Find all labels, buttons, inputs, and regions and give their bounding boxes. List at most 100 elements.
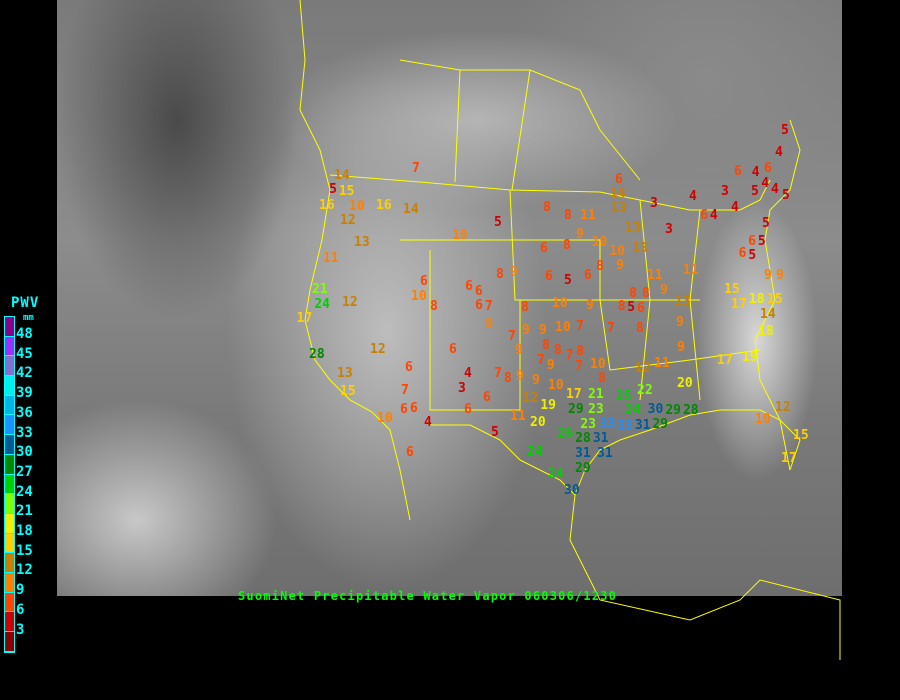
station-pwv-value: 6 bbox=[636, 301, 645, 317]
legend-label: 42 bbox=[16, 365, 33, 382]
station-pwv-value: 10 bbox=[755, 411, 771, 427]
station-pwv-value: 8 bbox=[564, 207, 572, 223]
station-pwv-value: 7 bbox=[494, 365, 502, 381]
station-pwv-value: 4 bbox=[751, 164, 760, 180]
station-pwv-value: 8 bbox=[496, 266, 504, 282]
legend-swatch bbox=[5, 336, 14, 357]
station-pwv-value: 9 bbox=[677, 339, 685, 355]
station-pwv-value: 8 bbox=[563, 237, 571, 253]
station-pwv-value: 8 bbox=[543, 199, 551, 215]
station-pwv-value: 24 bbox=[548, 466, 564, 482]
station-pwv-value: 14 bbox=[610, 186, 626, 202]
station-pwv-value: 9 bbox=[764, 267, 772, 283]
station-pwv-value: 13 bbox=[354, 234, 370, 250]
station-pwv-value: 5 bbox=[491, 424, 499, 440]
station-pwv-value: 9 bbox=[660, 282, 668, 298]
station-pwv-value: 21 bbox=[312, 282, 328, 298]
station-pwv-value: 31 bbox=[592, 431, 609, 447]
station-pwv-value: 6 bbox=[545, 268, 553, 284]
station-pwv-value: 15 bbox=[340, 383, 356, 399]
station-pwv-value: 5 bbox=[762, 215, 770, 231]
station-pwv-value: 5 bbox=[782, 187, 790, 203]
station-pwv-value: 24 bbox=[314, 296, 330, 312]
station-pwv-value: 7 bbox=[576, 318, 584, 334]
station-pwv-value: 10 bbox=[411, 288, 427, 304]
station-pwv-value: 19 bbox=[540, 397, 556, 413]
station-pwv-value: 24 bbox=[625, 403, 641, 419]
station-pwv-value: 12 bbox=[370, 341, 386, 357]
station-pwv-value: 5 bbox=[751, 183, 759, 199]
station-pwv-value: 9 bbox=[546, 357, 555, 373]
station-pwv-value: 6 bbox=[584, 267, 592, 283]
station-pwv-value: 6 bbox=[483, 389, 491, 405]
station-pwv-value: 30 bbox=[564, 482, 580, 498]
station-pwv-value: 19 bbox=[742, 349, 758, 365]
legend-swatch bbox=[5, 553, 14, 573]
legend-label: 30 bbox=[16, 444, 33, 461]
station-pwv-value: 7 bbox=[537, 352, 545, 368]
station-pwv-value: 10 bbox=[590, 356, 606, 372]
station-pwv-value: 10 bbox=[591, 234, 608, 250]
legend-swatch bbox=[5, 612, 14, 632]
station-pwv-value: 21 bbox=[588, 387, 604, 403]
station-pwv-value: 8 bbox=[430, 298, 438, 314]
station-pwv-value: 3 bbox=[458, 380, 466, 396]
station-pwv-value: 31 bbox=[575, 445, 591, 461]
station-pwv-value: 13 bbox=[625, 219, 641, 235]
station-pwv-value: 17 bbox=[731, 296, 747, 312]
station-pwv-value: 9 bbox=[522, 322, 530, 338]
station-pwv-value: 20 bbox=[677, 375, 693, 391]
station-pwv-value: 7 bbox=[565, 347, 574, 363]
station-pwv-value: 5 bbox=[781, 122, 789, 138]
station-pwv-value: 14 bbox=[760, 306, 776, 322]
station-pwv-value: 7 bbox=[484, 298, 493, 314]
station-pwv-value: 12 bbox=[635, 360, 651, 376]
station-pwv-value: 9 bbox=[576, 226, 584, 242]
legend-label: 12 bbox=[16, 562, 33, 579]
station-pwv-value: 33 bbox=[599, 416, 616, 432]
station-pwv-value: 28 bbox=[575, 431, 591, 447]
station-pwv-value: 8 bbox=[503, 370, 512, 386]
station-pwv-value: 13 bbox=[632, 240, 648, 256]
station-pwv-value: 16 bbox=[319, 197, 335, 213]
station-pwv-value: 9 bbox=[485, 316, 493, 332]
station-pwv-value: 5 bbox=[748, 248, 757, 264]
legend-swatch bbox=[5, 572, 14, 593]
legend-swatch bbox=[5, 494, 14, 514]
station-pwv-value: 10 bbox=[548, 377, 564, 393]
station-pwv-value: 6 bbox=[748, 233, 756, 249]
station-pwv-value: 6 bbox=[615, 171, 623, 187]
station-pwv-value: 13 bbox=[337, 365, 353, 381]
station-pwv-value: 17 bbox=[781, 450, 797, 466]
station-pwv-value: 4 bbox=[770, 181, 779, 197]
legend-label: 36 bbox=[16, 404, 33, 421]
station-pwv-value: 29 bbox=[568, 402, 584, 417]
legend-swatch bbox=[5, 395, 14, 416]
station-pwv-value: 10 bbox=[377, 410, 393, 426]
legend-label: 3 bbox=[16, 621, 25, 638]
station-pwv-value: 8 bbox=[521, 299, 529, 315]
station-pwv-value: 13 bbox=[611, 200, 627, 216]
station-pwv-value: 9 bbox=[776, 267, 784, 283]
station-pwv-value: 6 bbox=[449, 341, 457, 357]
station-pwv-value: 10 bbox=[609, 243, 625, 259]
station-pwv-value: 6 bbox=[738, 245, 747, 261]
station-pwv-value: 5 bbox=[757, 233, 766, 249]
legend-swatch bbox=[5, 533, 14, 554]
station-pwv-value: 29 bbox=[575, 460, 591, 476]
station-pwv-value: 23 bbox=[588, 402, 604, 418]
station-pwv-value: 6 bbox=[474, 283, 483, 299]
station-pwv-value: 9 bbox=[516, 368, 524, 384]
station-pwv-value: 6 bbox=[475, 298, 483, 314]
station-pwv-value: 10 bbox=[349, 198, 365, 214]
station-pwv-value: 8 bbox=[629, 285, 637, 301]
legend-label: 6 bbox=[16, 601, 25, 618]
station-pwv-value: 7 bbox=[607, 320, 615, 336]
station-pwv-value: 14 bbox=[403, 201, 419, 217]
legend-swatch bbox=[5, 356, 14, 377]
legend-label: 15 bbox=[16, 542, 33, 559]
station-pwv-value: 11 bbox=[647, 267, 663, 283]
map-title: SuomiNet Precipitable Water Vapor 060306… bbox=[238, 589, 618, 603]
station-pwv-value: 12 bbox=[342, 294, 358, 310]
legend-label: 18 bbox=[16, 523, 33, 539]
